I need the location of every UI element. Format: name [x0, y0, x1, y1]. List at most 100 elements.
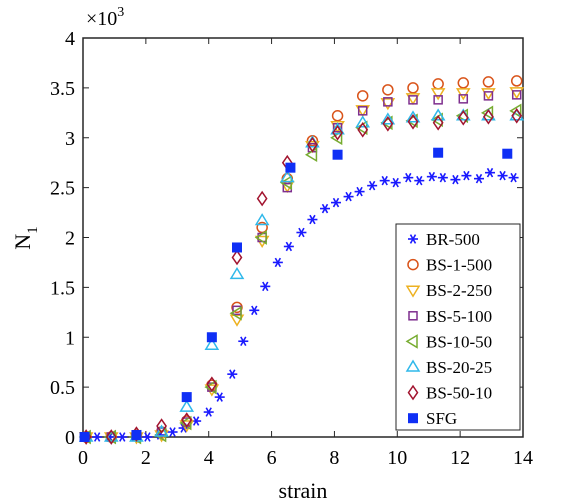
legend-item: BS-2-250	[405, 281, 492, 300]
data-point	[433, 95, 443, 105]
data-point	[227, 369, 238, 379]
data-point	[272, 257, 283, 268]
legend-label: BS-10-50	[426, 332, 492, 351]
data-point	[457, 109, 469, 126]
data-point	[332, 124, 343, 141]
data-point	[405, 93, 421, 106]
legend-item: BS-5-100	[408, 307, 492, 326]
data-point	[482, 76, 495, 88]
data-point	[474, 173, 484, 184]
x-tick-label: 0	[78, 447, 88, 469]
y-axis-label: N1	[10, 226, 41, 249]
data-point	[256, 221, 268, 234]
data-point	[407, 82, 419, 94]
legend-label: BS-5-100	[426, 307, 492, 326]
data-point	[285, 162, 296, 173]
data-point	[408, 95, 418, 105]
y-tick-label: 3	[65, 128, 75, 150]
data-point	[131, 430, 142, 441]
data-point	[304, 147, 318, 163]
data-point	[461, 170, 472, 181]
data-point	[92, 432, 103, 442]
data-point	[450, 174, 461, 185]
data-point	[279, 170, 295, 183]
data-point	[509, 87, 525, 100]
data-point	[331, 197, 341, 208]
legend-item: SFG	[408, 409, 457, 428]
y-tick-label: 1	[65, 327, 75, 349]
data-point	[229, 266, 245, 280]
data-point	[214, 392, 225, 402]
data-point	[204, 384, 220, 397]
data-point	[79, 432, 90, 442]
y-tick-label: 0.5	[50, 377, 75, 399]
legend-label: SFG	[426, 409, 457, 428]
legend-marker	[408, 311, 418, 321]
data-point	[296, 227, 307, 238]
data-point	[260, 281, 271, 292]
data-point	[204, 337, 220, 350]
legend: BR-500 BS-1-500 BS-2-250 BS-5-100 BS-10-50 BS…	[395, 223, 521, 431]
data-point	[502, 148, 513, 159]
data-point	[509, 103, 522, 119]
data-point	[357, 106, 368, 116]
data-point	[354, 186, 365, 197]
legend-label: BS-50-10	[426, 384, 492, 403]
data-point	[330, 121, 345, 134]
x-axis-label: strain	[279, 478, 328, 503]
x-tick-label: 12	[450, 447, 470, 469]
legend-item: BR-500	[408, 230, 480, 249]
data-point	[511, 107, 523, 124]
data-point	[320, 203, 330, 214]
data-point	[403, 172, 414, 183]
legend-item: BS-20-25	[405, 358, 492, 377]
data-point	[232, 242, 242, 253]
data-point	[307, 136, 318, 153]
y-tick-label: 0	[65, 427, 75, 449]
data-point	[380, 98, 396, 111]
series-SFG	[79, 147, 513, 442]
data-point	[497, 170, 508, 181]
legend-marker	[407, 384, 419, 401]
data-point	[307, 214, 318, 225]
data-point	[511, 90, 522, 100]
data-point	[357, 121, 369, 138]
legend-marker	[405, 359, 421, 372]
data-point	[231, 249, 243, 266]
data-point	[380, 112, 396, 125]
legend-label: BS-1-500	[426, 256, 492, 275]
data-point	[355, 105, 371, 118]
data-point	[330, 130, 343, 146]
data-point	[508, 172, 519, 183]
data-point	[332, 149, 343, 160]
data-point	[480, 105, 494, 121]
y-tick-label: 2	[65, 228, 75, 250]
legend-marker	[408, 413, 418, 424]
data-point	[142, 432, 153, 442]
x-tick-label: 2	[141, 447, 151, 469]
legend-box	[395, 223, 521, 431]
legend-marker	[407, 258, 419, 271]
data-point	[430, 108, 446, 121]
data-point	[407, 113, 419, 130]
legend-marker	[408, 234, 418, 244]
legend-marker	[405, 334, 418, 349]
y-tick-label: 1.5	[50, 277, 75, 299]
data-point	[231, 301, 243, 314]
legend-label: BR-500	[426, 230, 480, 249]
data-point	[254, 230, 267, 245]
data-point	[181, 412, 193, 428]
data-point	[510, 75, 523, 87]
data-point	[437, 172, 448, 183]
data-point	[483, 108, 494, 125]
series-BR-500	[79, 167, 519, 442]
data-point	[229, 305, 242, 321]
data-point	[458, 94, 469, 104]
y-tick-label: 3.5	[50, 78, 75, 100]
data-point	[355, 115, 371, 128]
data-point	[483, 91, 494, 101]
data-point	[154, 424, 169, 437]
y-tick-label: 4	[65, 28, 75, 50]
data-point	[383, 97, 393, 107]
data-point	[426, 171, 437, 182]
